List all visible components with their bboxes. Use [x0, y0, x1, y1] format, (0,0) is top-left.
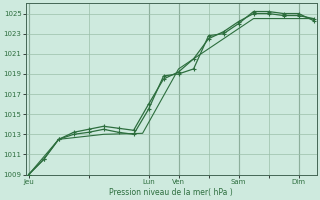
X-axis label: Pression niveau de la mer( hPa ): Pression niveau de la mer( hPa ): [109, 188, 233, 197]
